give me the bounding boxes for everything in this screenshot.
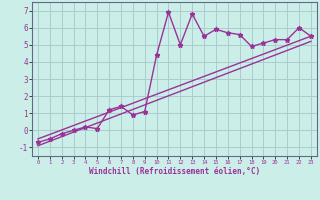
X-axis label: Windchill (Refroidissement éolien,°C): Windchill (Refroidissement éolien,°C) [89, 167, 260, 176]
